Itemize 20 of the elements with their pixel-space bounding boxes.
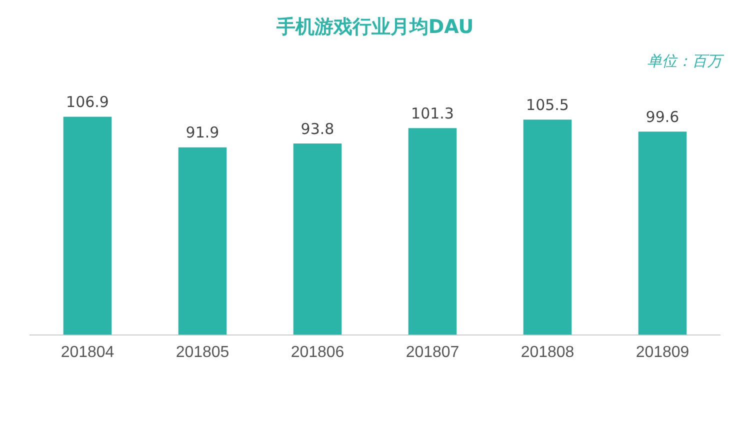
data-label: 106.9 — [66, 93, 109, 112]
data-label: 93.8 — [300, 120, 334, 138]
text: 单位：百万 — [647, 52, 722, 71]
x-tick-label: 201808 — [520, 344, 574, 361]
bar — [523, 120, 572, 335]
data-label: 101.3 — [411, 104, 454, 123]
data-label: 91.9 — [186, 124, 220, 142]
data-label: 105.5 — [526, 96, 569, 114]
x-tick-label: 201804 — [60, 344, 114, 361]
bar — [293, 143, 342, 335]
chart-title: 手机游戏行业月均DAU — [275, 15, 475, 40]
x-tick-label: 201807 — [406, 344, 460, 361]
bar — [63, 116, 112, 335]
bar — [638, 132, 687, 335]
data-label: 99.6 — [646, 108, 680, 126]
bar — [408, 128, 457, 335]
x-tick-label: 201809 — [636, 344, 690, 361]
x-tick-label: 201805 — [176, 344, 230, 361]
bar — [178, 147, 227, 335]
x-tick-label: 201806 — [290, 344, 344, 361]
